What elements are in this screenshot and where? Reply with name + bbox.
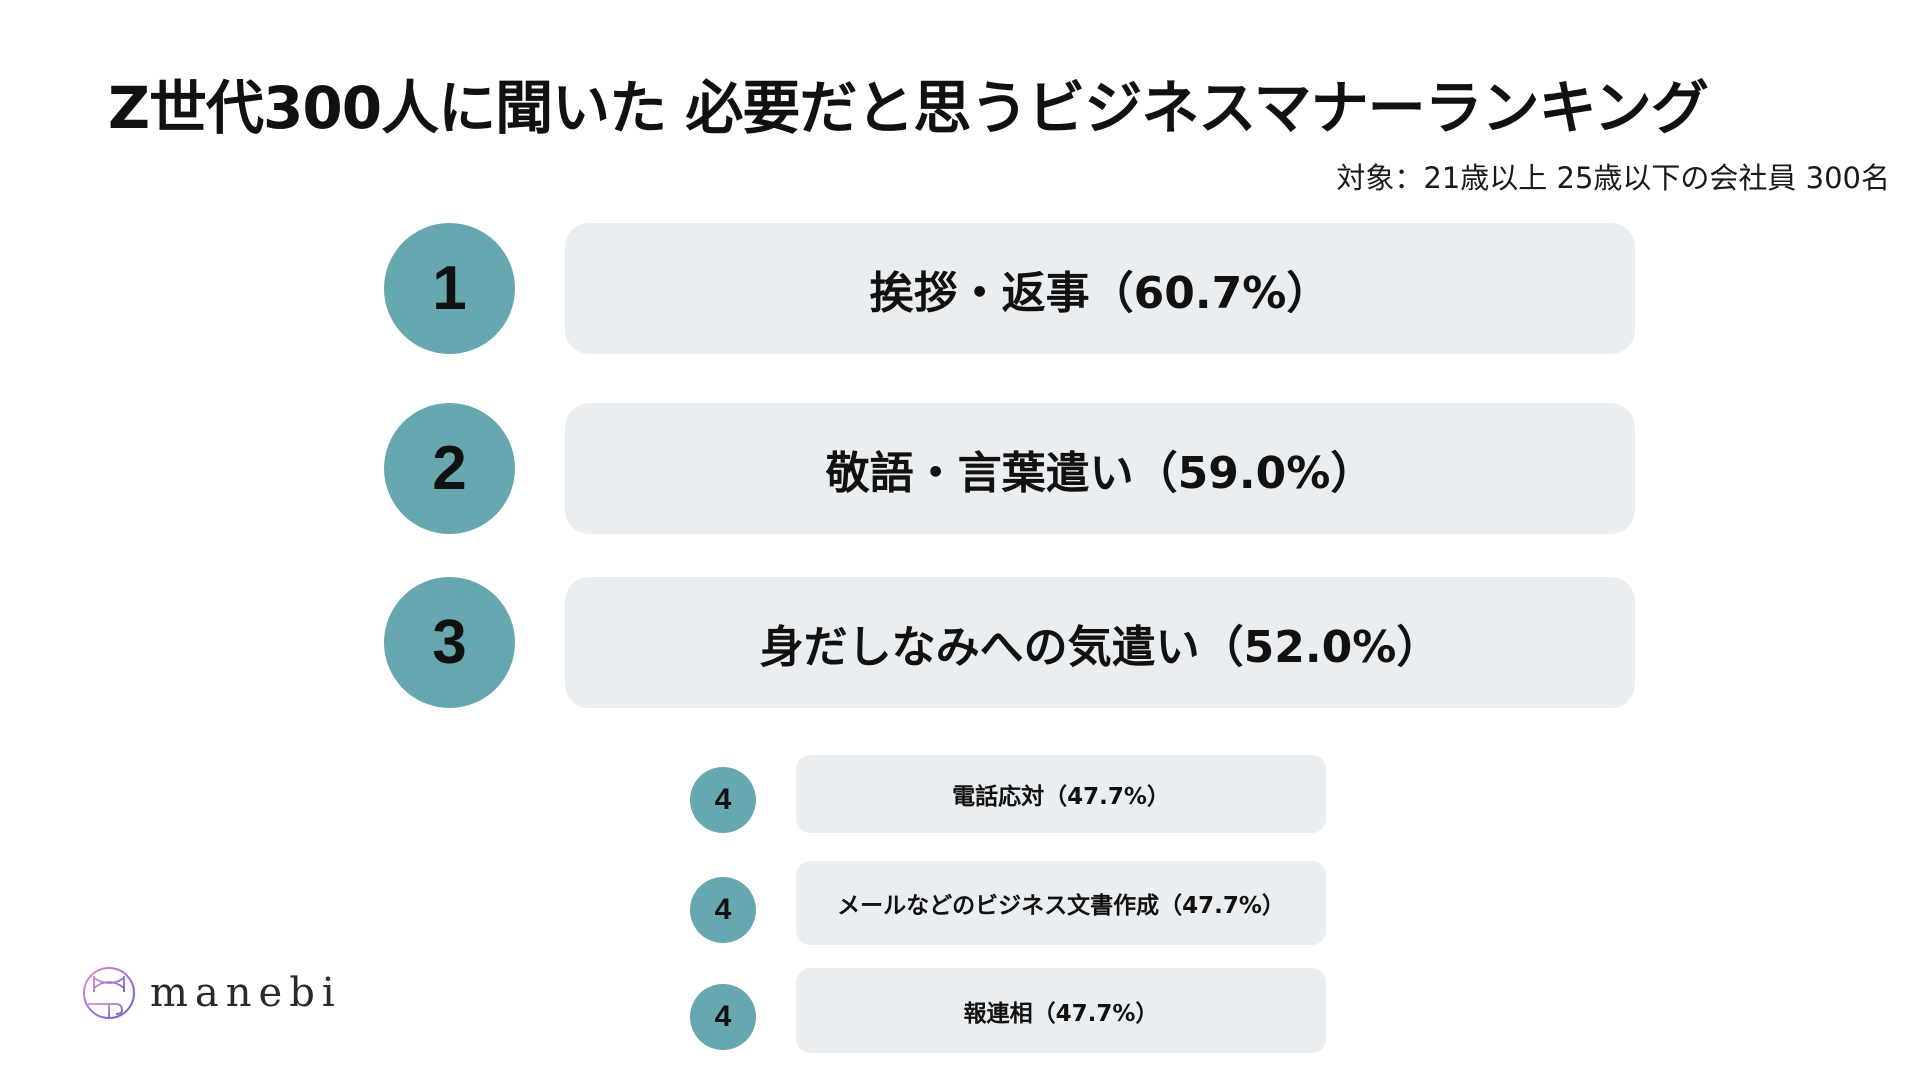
ranking-card: 挨拶・返事（60.7%） [565,223,1635,354]
rank-badge: 4 [690,767,756,833]
rank-badge: 4 [690,877,756,943]
ranking-card: 身だしなみへの気遣い（52.0%） [565,577,1635,708]
manebi-logo-text: manebi [150,970,342,1016]
rank-badge: 2 [384,403,515,534]
rank-badge: 1 [384,223,515,354]
page-title: Z世代300人に聞いた 必要だと思うビジネスマナーランキング [108,74,1709,142]
ranking-card: 報連相（47.7%） [796,968,1326,1053]
ranking-card: メールなどのビジネス文書作成（47.7%） [796,861,1326,945]
manebi-logo: manebi [82,966,342,1020]
rank-badge: 4 [690,984,756,1050]
ranking-card: 電話応対（47.7%） [796,755,1326,833]
ranking-card: 敬語・言葉遣い（59.0%） [565,403,1635,534]
survey-target-subtitle: 対象：21歳以上 25歳以下の会社員 300名 [1336,161,1890,195]
manebi-logo-icon [83,967,135,1019]
rank-badge: 3 [384,577,515,708]
